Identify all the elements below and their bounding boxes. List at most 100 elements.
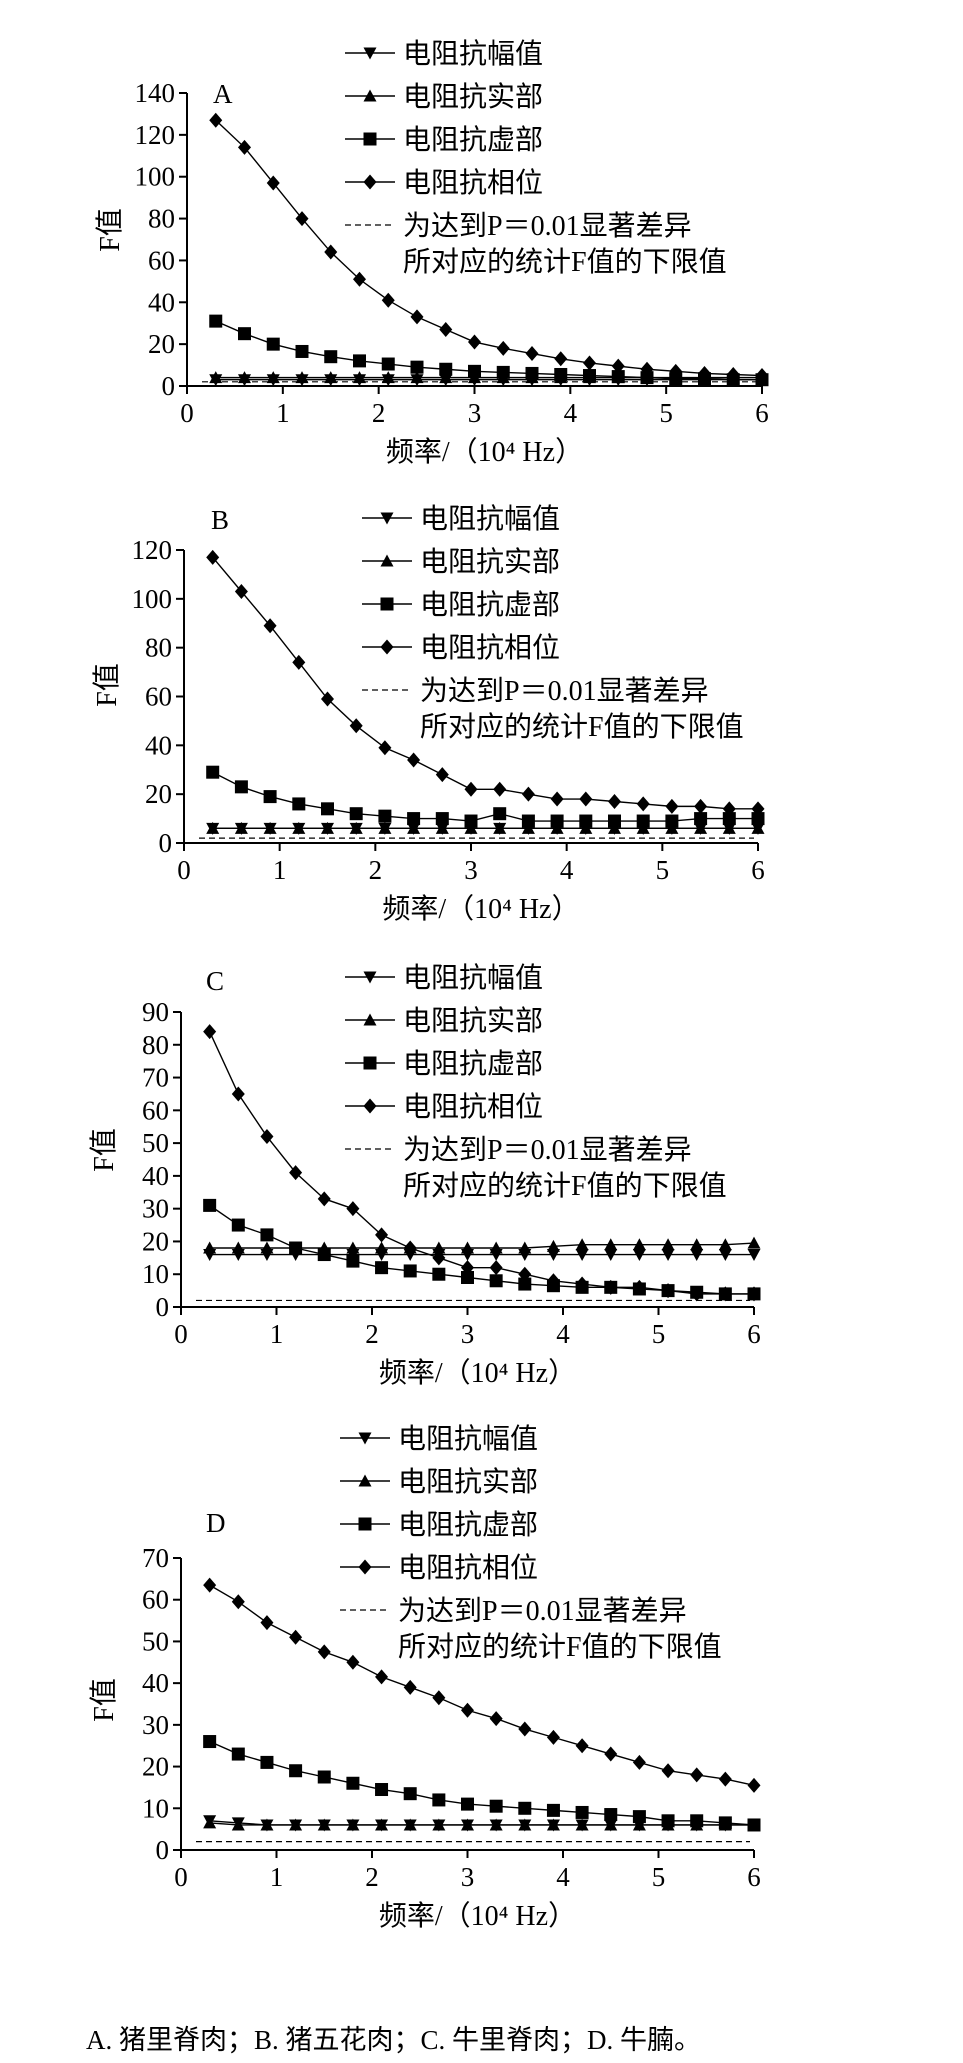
legend-threshold-label: 所对应的统计F值的下限值 bbox=[403, 246, 727, 278]
data-point bbox=[546, 1273, 560, 1289]
legend-threshold-label: 所对应的统计F值的下限值 bbox=[420, 711, 744, 743]
data-point bbox=[317, 1818, 331, 1831]
data-point bbox=[604, 1279, 618, 1295]
data-point bbox=[375, 1261, 389, 1275]
data-point bbox=[604, 1808, 618, 1822]
y-tick-label: 10 bbox=[142, 1793, 169, 1823]
data-point bbox=[403, 1264, 417, 1278]
data-point bbox=[550, 821, 564, 834]
legend-threshold-label: 所对应的统计F值的下限值 bbox=[398, 1631, 722, 1663]
x-tick-label: 0 bbox=[174, 1862, 188, 1892]
data-point bbox=[317, 1770, 331, 1784]
data-point bbox=[410, 371, 424, 384]
data-point bbox=[665, 814, 679, 828]
data-point bbox=[203, 1816, 217, 1829]
data-point bbox=[461, 1260, 474, 1276]
data-point bbox=[493, 807, 507, 821]
data-point bbox=[636, 821, 650, 834]
data-point bbox=[747, 1236, 761, 1249]
data-point bbox=[632, 1810, 646, 1824]
data-point bbox=[203, 1024, 217, 1040]
x-tick-label: 6 bbox=[755, 398, 769, 428]
legend-label: 电阻抗虚部 bbox=[403, 124, 543, 156]
series-line bbox=[209, 1740, 755, 1826]
data-point bbox=[231, 1818, 245, 1831]
data-point bbox=[604, 1238, 618, 1251]
legend-label: 电阻抗幅值 bbox=[403, 962, 543, 994]
data-point bbox=[203, 1241, 217, 1254]
data-point bbox=[231, 1594, 245, 1610]
data-point bbox=[435, 812, 449, 826]
legend-marker bbox=[358, 1559, 372, 1575]
y-tick-label: 80 bbox=[148, 204, 175, 234]
legend: 电阻抗幅值电阻抗实部电阻抗虚部电阻抗相位为达到P＝0.01显著差异所对应的统计F… bbox=[345, 962, 727, 1202]
data-point bbox=[435, 821, 449, 834]
y-tick-label: 80 bbox=[145, 633, 172, 663]
x-tick-label: 6 bbox=[747, 1862, 761, 1892]
legend-marker bbox=[358, 1432, 372, 1445]
data-point bbox=[489, 1711, 503, 1727]
x-tick-label: 5 bbox=[652, 1862, 666, 1892]
data-point bbox=[464, 814, 478, 828]
legend-marker bbox=[358, 1517, 372, 1531]
y-tick-label: 120 bbox=[132, 535, 173, 565]
data-point bbox=[575, 1276, 589, 1292]
legend-label: 电阻抗实部 bbox=[398, 1466, 538, 1498]
data-point bbox=[209, 314, 223, 328]
data-point bbox=[755, 368, 769, 384]
data-point bbox=[346, 1776, 360, 1790]
data-point bbox=[407, 812, 421, 826]
data-point bbox=[546, 1249, 560, 1262]
legend-marker bbox=[380, 597, 394, 611]
data-point bbox=[432, 1241, 446, 1254]
data-point bbox=[640, 361, 654, 377]
data-point bbox=[375, 1818, 389, 1831]
y-tick-label: 0 bbox=[162, 371, 176, 401]
data-point bbox=[432, 1793, 446, 1807]
data-point bbox=[640, 371, 654, 385]
data-point bbox=[203, 1735, 217, 1749]
data-point bbox=[375, 1227, 389, 1243]
data-point bbox=[439, 362, 453, 376]
data-point bbox=[636, 796, 650, 812]
data-point bbox=[353, 354, 366, 368]
legend-label: 电阻抗虚部 bbox=[398, 1509, 538, 1541]
x-tick-label: 5 bbox=[659, 398, 673, 428]
legend-marker bbox=[380, 554, 394, 567]
x-tick-label: 5 bbox=[656, 855, 670, 885]
y-tick-label: 60 bbox=[148, 245, 175, 275]
data-point bbox=[263, 821, 277, 834]
data-point bbox=[410, 360, 424, 374]
data-point bbox=[289, 1629, 303, 1645]
data-point bbox=[238, 327, 251, 341]
data-point bbox=[493, 781, 507, 797]
y-tick-label: 10 bbox=[142, 1259, 169, 1289]
data-point bbox=[690, 1814, 704, 1828]
y-tick-label: 0 bbox=[159, 828, 173, 858]
data-point bbox=[747, 1818, 761, 1832]
y-tick-label: 100 bbox=[135, 162, 176, 192]
x-tick-label: 5 bbox=[652, 1319, 666, 1349]
data-point bbox=[583, 369, 596, 383]
legend-label: 电阻抗实部 bbox=[403, 1005, 543, 1037]
data-point bbox=[349, 821, 363, 834]
series-line bbox=[212, 771, 758, 822]
data-point bbox=[292, 797, 306, 811]
data-point bbox=[461, 1271, 474, 1284]
x-tick-label: 4 bbox=[556, 1862, 570, 1892]
x-tick-label: 3 bbox=[468, 398, 482, 428]
x-tick-label: 0 bbox=[174, 1319, 188, 1349]
data-point bbox=[381, 371, 395, 384]
legend-label: 电阻抗实部 bbox=[420, 546, 560, 578]
y-axis-label: F值 bbox=[91, 663, 123, 707]
data-point bbox=[317, 1644, 331, 1660]
data-point bbox=[718, 1286, 732, 1302]
legend-label: 电阻抗相位 bbox=[403, 1091, 543, 1123]
data-point bbox=[546, 1818, 560, 1831]
data-point bbox=[521, 821, 535, 834]
legend-label: 电阻抗相位 bbox=[398, 1552, 538, 1584]
legend-marker bbox=[363, 89, 377, 102]
legend-marker bbox=[358, 1474, 372, 1487]
data-point bbox=[747, 1249, 761, 1262]
